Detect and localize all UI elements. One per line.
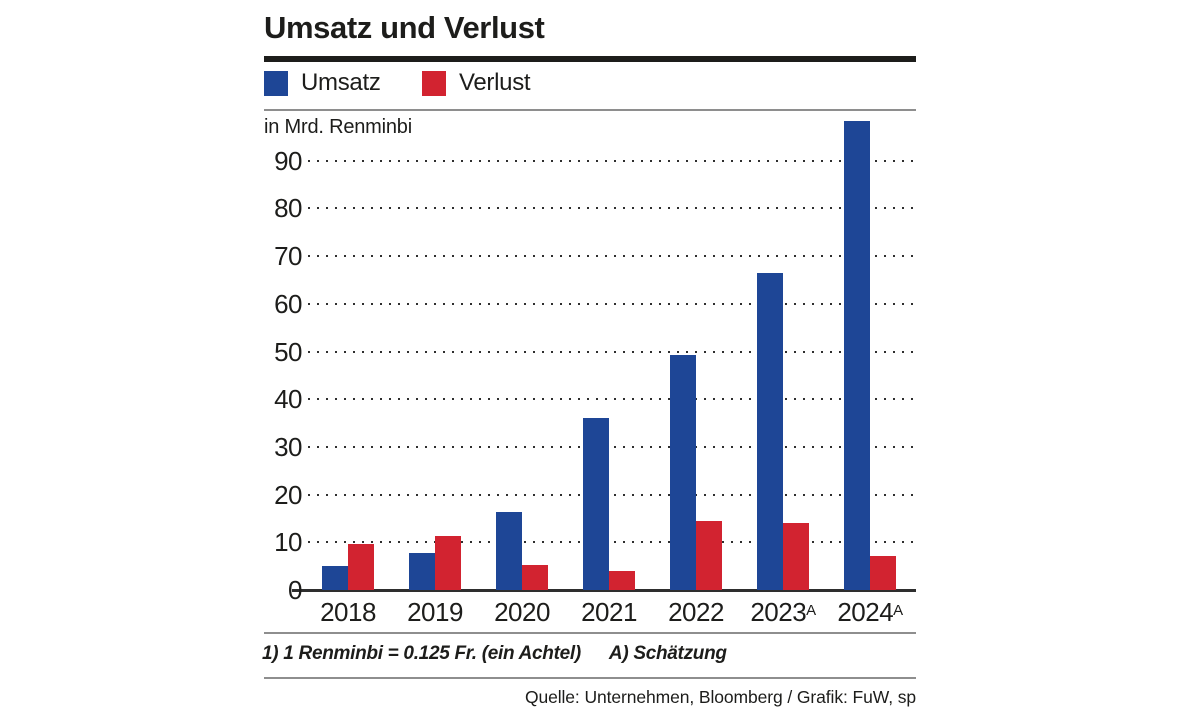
source-credit: Quelle: Unternehmen, Bloomberg / Grafik:… xyxy=(524,687,916,707)
legend-label-verlust: Verlust xyxy=(459,69,531,96)
x-axis-baseline xyxy=(292,589,916,592)
ytick-label-80: 80 xyxy=(274,193,302,224)
xlabel-2018: 2018 xyxy=(320,597,376,627)
ytick-label-60: 60 xyxy=(274,288,302,319)
footnote-estimate: A) Schätzung xyxy=(608,643,727,664)
y-axis-unit-label: in Mrd. Renminbi xyxy=(264,116,412,138)
gridline-30 xyxy=(308,445,913,448)
legend: Umsatz Verlust xyxy=(264,69,916,103)
gridline-40 xyxy=(308,398,913,401)
gridline-10 xyxy=(308,541,913,544)
verlust-swatch-icon xyxy=(422,70,446,96)
chart-title: Umsatz und Verlust xyxy=(264,10,545,45)
xlabel-2020: 2020 xyxy=(494,597,550,627)
xaxis-divider-rule xyxy=(264,632,916,634)
gridline-50 xyxy=(308,350,913,353)
xlabel-2021: 2021 xyxy=(581,597,637,627)
xlabel-superscript: A xyxy=(893,602,903,619)
xlabel-2022: 2022 xyxy=(668,597,724,627)
bar-verlust-2019 xyxy=(435,536,461,590)
legend-divider-rule xyxy=(264,109,916,111)
ytick-label-20: 20 xyxy=(274,479,302,510)
ytick-label-90: 90 xyxy=(274,145,302,176)
bar-verlust-2020 xyxy=(522,565,548,590)
legend-label-umsatz: Umsatz xyxy=(301,69,381,96)
ytick-label-50: 50 xyxy=(274,336,302,367)
bar-umsatz-2022 xyxy=(670,355,696,590)
gridline-90 xyxy=(308,159,913,162)
legend-item-verlust: Verlust xyxy=(422,69,531,97)
bar-umsatz-2023 xyxy=(757,273,783,590)
plot-area: 0 10 20 30 40 50 60 70 80 90 xyxy=(264,118,916,605)
bar-umsatz-2024 xyxy=(844,121,870,590)
bar-verlust-2022 xyxy=(696,521,722,590)
gridline-20 xyxy=(308,493,913,496)
bar-umsatz-2020 xyxy=(496,512,522,590)
bar-umsatz-2021 xyxy=(583,418,609,590)
bar-umsatz-2019 xyxy=(409,553,435,590)
ytick-label-10: 10 xyxy=(274,527,302,558)
bar-verlust-2018 xyxy=(348,544,374,590)
bar-verlust-2024 xyxy=(870,556,896,590)
gridline-60 xyxy=(308,302,913,305)
footnote-divider-rule xyxy=(264,677,916,679)
legend-item-umsatz: Umsatz xyxy=(264,69,381,97)
ytick-label-0: 0 xyxy=(288,575,302,605)
x-axis-labels: 2018 2019 2020 2021 2022 2023A 2024A xyxy=(264,596,916,632)
umsatz-swatch-icon xyxy=(264,70,288,96)
bar-umsatz-2018 xyxy=(322,566,348,590)
title-rule xyxy=(264,56,916,62)
gridline-70 xyxy=(308,255,913,258)
bar-verlust-2023 xyxy=(783,523,809,590)
footnote-conversion: 1) 1 Renminbi = 0.125 Fr. (ein Achtel) xyxy=(262,643,581,664)
bar-verlust-2021 xyxy=(609,571,635,590)
ytick-label-70: 70 xyxy=(274,241,302,272)
xlabel-2019: 2019 xyxy=(407,597,463,627)
ytick-label-40: 40 xyxy=(274,384,302,415)
xlabel-superscript: A xyxy=(806,602,816,619)
ytick-label-30: 30 xyxy=(274,431,302,462)
xlabel-2023: 2023A xyxy=(750,597,816,627)
xlabel-2024: 2024A xyxy=(837,597,903,627)
footnote-row: 1) 1 Renminbi = 0.125 Fr. (ein Achtel) A… xyxy=(262,643,916,665)
gridline-80 xyxy=(308,207,913,210)
